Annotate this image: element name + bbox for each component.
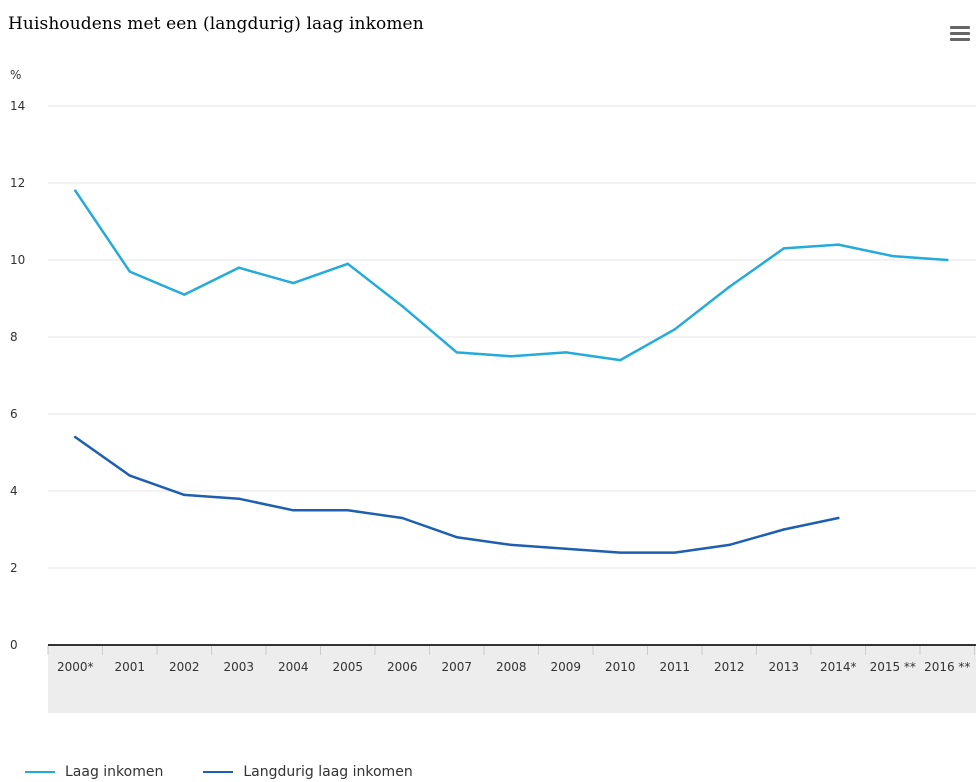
data-point bbox=[183, 493, 186, 497]
data-point bbox=[837, 243, 840, 246]
data-point bbox=[128, 474, 131, 477]
legend-swatch bbox=[25, 771, 55, 773]
data-point bbox=[237, 266, 240, 269]
data-point bbox=[455, 536, 458, 539]
x-tick-label-2002: 2002 bbox=[169, 660, 200, 674]
x-tick-label-2010: 2010 bbox=[605, 660, 636, 674]
x-tick-label-2003: 2003 bbox=[223, 660, 254, 674]
legend-label: Laag inkomen bbox=[65, 764, 164, 780]
x-tick-label-2008: 2008 bbox=[496, 660, 527, 674]
hamburger-menu-icon[interactable] bbox=[950, 26, 970, 42]
x-tick-label-2014: 2014* bbox=[820, 660, 857, 674]
data-point bbox=[564, 547, 567, 550]
legend: Laag inkomen Langdurig laag inkomen bbox=[25, 762, 453, 782]
data-point bbox=[728, 285, 731, 289]
data-point bbox=[74, 189, 77, 192]
data-point bbox=[401, 516, 404, 520]
data-point bbox=[510, 543, 513, 547]
y-tick-label-10: 10 bbox=[10, 253, 25, 267]
x-tick-label-2012: 2012 bbox=[714, 660, 745, 674]
x-tick-label-2000: 2000* bbox=[57, 660, 94, 674]
x-tick-label-2016: 2016 ** bbox=[924, 660, 970, 674]
legend-item-laag-inkomen[interactable]: Laag inkomen bbox=[25, 764, 163, 780]
data-point bbox=[673, 328, 676, 331]
y-tick-label-12: 12 bbox=[10, 176, 25, 190]
y-axis-unit-label: % bbox=[10, 68, 21, 82]
data-point bbox=[346, 262, 349, 266]
data-point bbox=[346, 509, 349, 512]
x-tick-labels: 2000* 2001 2002 2003 2004 2005 2006 2007 2008 200… bbox=[57, 660, 970, 674]
data-point bbox=[401, 305, 404, 308]
chart-title: Huishoudens met een (langdurig) laag ink… bbox=[8, 14, 424, 34]
data-point bbox=[237, 497, 240, 500]
category-band bbox=[48, 645, 976, 713]
data-point bbox=[564, 351, 567, 354]
x-tick-label-2015: 2015 ** bbox=[870, 660, 916, 674]
data-point bbox=[782, 528, 785, 531]
data-point bbox=[292, 509, 295, 512]
y-tick-label-4: 4 bbox=[10, 484, 18, 498]
data-point bbox=[74, 435, 77, 439]
x-tick-label-2011: 2011 bbox=[659, 660, 690, 674]
x-tick-label-2009: 2009 bbox=[550, 660, 581, 674]
data-point bbox=[619, 358, 622, 362]
data-point bbox=[183, 293, 186, 296]
data-point bbox=[728, 543, 731, 547]
x-tick-label-2004: 2004 bbox=[278, 660, 309, 674]
y-tick-label-8: 8 bbox=[10, 330, 18, 344]
legend-swatch bbox=[203, 771, 234, 773]
x-tick-label-2001: 2001 bbox=[114, 660, 145, 674]
series-line-langdurig-laag-inkomen bbox=[74, 435, 840, 554]
data-point bbox=[128, 270, 131, 273]
series-lines bbox=[74, 189, 949, 554]
x-tick-label-2006: 2006 bbox=[387, 660, 418, 674]
data-point bbox=[619, 551, 622, 554]
x-tick-label-2013: 2013 bbox=[768, 660, 799, 674]
data-point bbox=[673, 551, 676, 554]
data-point bbox=[891, 254, 894, 258]
y-tick-label-2: 2 bbox=[10, 561, 18, 575]
legend-label: Langdurig laag inkomen bbox=[243, 764, 413, 780]
legend-item-langdurig-laag-inkomen[interactable]: Langdurig laag inkomen bbox=[203, 764, 413, 780]
data-point bbox=[782, 247, 785, 250]
y-tick-label-14: 14 bbox=[10, 99, 25, 113]
y-tick-labels: 0 2 4 6 8 10 12 14 bbox=[10, 99, 25, 652]
y-tick-label-0: 0 bbox=[10, 638, 18, 652]
data-point bbox=[946, 258, 949, 262]
x-tick-marks bbox=[47, 645, 975, 655]
data-point bbox=[837, 516, 840, 520]
x-tick-label-2007: 2007 bbox=[441, 660, 472, 674]
x-tick-label-2005: 2005 bbox=[332, 660, 363, 674]
y-tick-label-6: 6 bbox=[10, 407, 18, 421]
data-point bbox=[510, 355, 513, 358]
series-line-laag-inkomen bbox=[74, 189, 949, 362]
data-point bbox=[292, 281, 295, 285]
data-point bbox=[455, 351, 458, 354]
gridlines bbox=[48, 105, 976, 569]
